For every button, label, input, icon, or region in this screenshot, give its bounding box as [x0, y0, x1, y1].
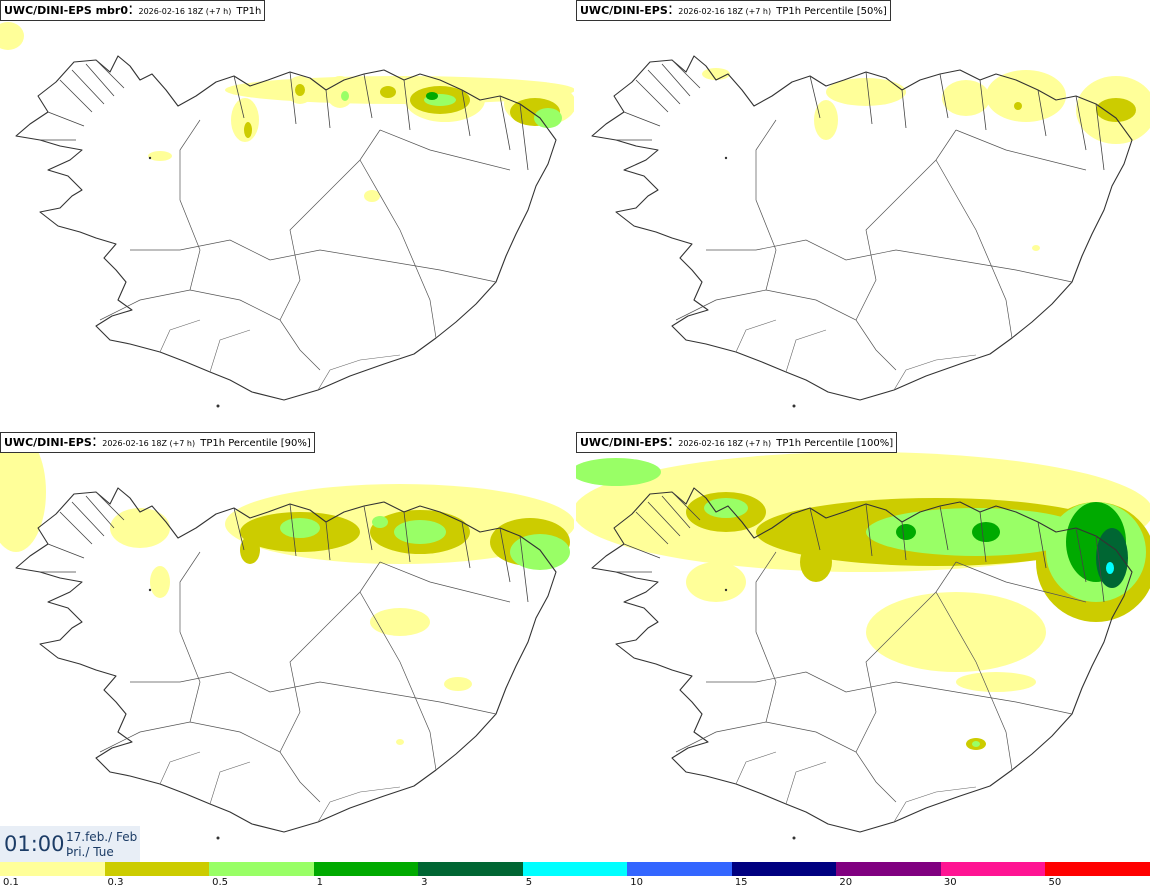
colorbar-segment	[731, 862, 837, 876]
colorbar-segment	[1045, 862, 1150, 876]
model-name: UWC/DINI-EPS	[580, 4, 668, 17]
colorbar-ticks: 0.1 0.3 0.5 1 3 5 10 15 20 30 50	[0, 876, 1150, 891]
run-time: 2026-02-16 18Z (+7 h)	[138, 7, 232, 16]
run-time: 2026-02-16 18Z (+7 h)	[102, 439, 196, 448]
valid-time-box: 01:00 17.feb./ Feb Þri./ Tue	[0, 826, 140, 862]
model-name: UWC/DINI-EPS	[580, 436, 668, 449]
map-panel-p90: UWC/DINI-EPS: 2026-02-16 18Z (+7 h) TP1h…	[0, 432, 574, 862]
panel-title: UWC/DINI-EPS: 2026-02-16 18Z (+7 h) TP1h…	[0, 432, 315, 453]
field-name: TP1h Percentile [90%]	[200, 438, 311, 449]
colorbar-segment	[104, 862, 210, 876]
map-panel-p100: UWC/DINI-EPS: 2026-02-16 18Z (+7 h) TP1h…	[576, 432, 1150, 862]
colorbar-segment	[0, 862, 105, 876]
map-panel-p50: UWC/DINI-EPS: 2026-02-16 18Z (+7 h) TP1h…	[576, 0, 1150, 430]
colorbar-tick-label: 10	[630, 877, 643, 888]
colorbar-tick-label: 3	[421, 877, 428, 888]
colorbar-tick-label: 5	[525, 877, 533, 888]
colorbar-segment	[627, 862, 732, 876]
colorbar-segment	[522, 862, 628, 876]
colorbar	[0, 862, 1150, 876]
valid-date: 17.feb./ Feb	[66, 830, 138, 844]
colorbar-tick-label: 30	[943, 877, 957, 888]
colorbar-tick-label: 15	[734, 877, 748, 888]
colorbar-tick-label: 1	[316, 877, 323, 888]
map-panel-mbr0: UWC/DINI-EPS mbr0: 2026-02-16 18Z (+7 h)…	[0, 0, 574, 430]
field-name: TP1h Percentile [100%]	[776, 438, 894, 449]
run-time: 2026-02-16 18Z (+7 h)	[678, 7, 772, 16]
colorbar-tick-label: 50	[1048, 877, 1062, 888]
panel-title: UWC/DINI-EPS: 2026-02-16 18Z (+7 h) TP1h…	[576, 432, 898, 453]
precip-map	[576, 452, 1150, 841]
colorbar-segment	[940, 862, 1046, 876]
model-name: UWC/DINI-EPS mbr0	[4, 4, 128, 17]
panel-title: UWC/DINI-EPS mbr0: 2026-02-16 18Z (+7 h)…	[0, 0, 266, 21]
colorbar-tick-label: 0.5	[212, 877, 228, 888]
colorbar-segment	[836, 862, 941, 876]
precip-map	[0, 22, 574, 409]
colorbar-tick-label: 20	[839, 877, 853, 888]
model-name: UWC/DINI-EPS	[4, 436, 92, 449]
valid-day: Þri./ Tue	[66, 845, 114, 859]
colorbar-tick-label: 0.3	[107, 877, 124, 888]
valid-time: 01:00	[4, 832, 65, 856]
precip-map	[591, 55, 1150, 409]
run-time: 2026-02-16 18Z (+7 h)	[678, 439, 772, 448]
precip-map	[0, 432, 574, 841]
colorbar-tick-label: 0.1	[3, 877, 19, 888]
colorbar-segment	[313, 862, 419, 876]
panel-title: UWC/DINI-EPS: 2026-02-16 18Z (+7 h) TP1h…	[576, 0, 891, 21]
colorbar-segment	[418, 862, 523, 876]
field-name: TP1h	[236, 6, 262, 17]
colorbar-segment	[209, 862, 314, 876]
field-name: TP1h Percentile [50%]	[776, 6, 887, 17]
